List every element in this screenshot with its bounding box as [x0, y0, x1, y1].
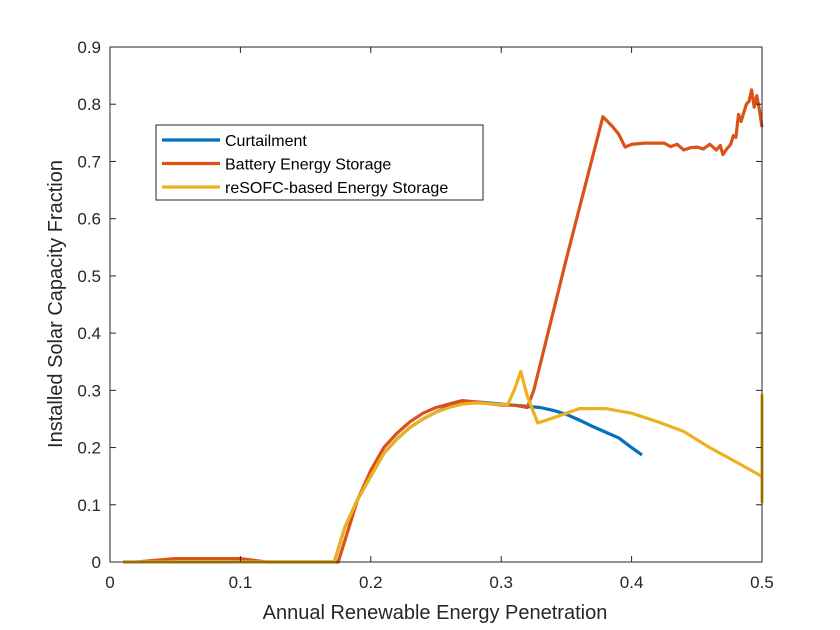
series-line-2	[135, 88, 764, 564]
legend-label: Curtailment	[225, 133, 307, 150]
plot-area	[110, 47, 762, 562]
ticks-layer: 0 0.1 0.2 0.3 0.4 0.5 0 0.1 0.2 0.3 0.4 0.5 0.6 0.7 0.…	[77, 38, 773, 592]
y-axis-label: Installed Solar Capacity Fraction	[45, 160, 67, 448]
x-axis-label: Annual Renewable Energy Penetration	[263, 602, 608, 624]
y-tick-label: 0.5	[77, 267, 101, 286]
y-tick-label: 0.6	[77, 210, 101, 229]
x-tick-label: 0.4	[620, 573, 644, 592]
x-tick-label: 0.5	[750, 573, 774, 592]
y-tick-label: 0	[92, 553, 101, 572]
x-tick-label: 0.2	[359, 573, 383, 592]
x-tick-label: 0	[105, 573, 114, 592]
y-tick-label: 0.7	[77, 152, 101, 171]
series-line-3	[123, 369, 764, 564]
legend-label: reSOFC-based Energy Storage	[225, 180, 448, 197]
x-tick-label: 0.1	[229, 573, 253, 592]
y-tick-label: 0.3	[77, 381, 101, 400]
y-tick-label: 0.4	[77, 324, 101, 343]
y-tick-label: 0.9	[77, 38, 101, 57]
y-tick-label: 0.8	[77, 95, 101, 114]
x-tick-label: 0.3	[489, 573, 513, 592]
plot-background	[110, 47, 762, 562]
legend-label: Battery Energy Storage	[225, 157, 391, 174]
y-tick-label: 0.2	[77, 439, 101, 458]
axes-layer	[109, 46, 763, 563]
y-tick-label: 0.1	[77, 496, 101, 515]
axes-box	[109, 46, 763, 563]
legend: Curtailment Battery Energy Storage reSOFC-…	[155, 124, 484, 201]
